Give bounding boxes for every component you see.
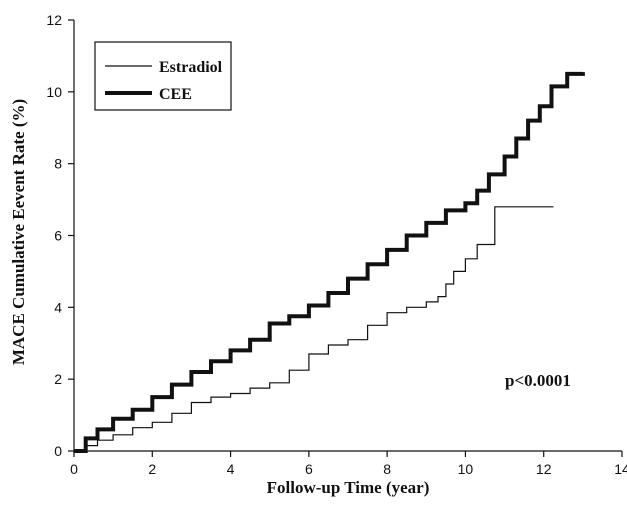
legend-label-cee: CEE [159, 86, 192, 103]
x-tick-label: 8 [383, 461, 391, 477]
y-tick-label: 6 [54, 228, 62, 244]
y-tick-label: 10 [46, 84, 62, 100]
x-tick-label: 2 [148, 461, 156, 477]
x-tick-label: 4 [227, 461, 235, 477]
x-tick-label: 14 [614, 461, 627, 477]
y-tick-label: 2 [54, 371, 62, 387]
legend-label-estradiol: Estradiol [159, 59, 223, 76]
series-layer [74, 71, 585, 453]
p-value-annotation: p<0.0001 [505, 371, 571, 390]
y-axis-title: MACE Cumulative Eevent Rate (%) [9, 99, 28, 365]
x-tick-label: 0 [70, 461, 78, 477]
y-ticks: 0 2 4 6 8 10 12 [46, 12, 74, 459]
legend: Estradiol CEE [94, 41, 232, 111]
legend-box [94, 41, 232, 111]
x-tick-label: 10 [458, 461, 474, 477]
y-tick-label: 4 [54, 299, 62, 315]
y-tick-label: 8 [54, 156, 62, 172]
series-line-cee [74, 71, 585, 453]
plot-area: 0 2 4 6 8 10 12 14 0 2 4 6 8 10 12 [46, 12, 627, 477]
x-tick-label: 12 [536, 461, 552, 477]
series-line-estradiol [74, 206, 554, 452]
x-ticks: 0 2 4 6 8 10 12 14 [70, 451, 627, 477]
y-tick-label: 0 [54, 443, 62, 459]
x-axis-title: Follow-up Time (year) [267, 478, 430, 497]
y-tick-label: 12 [46, 12, 62, 28]
x-tick-label: 6 [305, 461, 313, 477]
